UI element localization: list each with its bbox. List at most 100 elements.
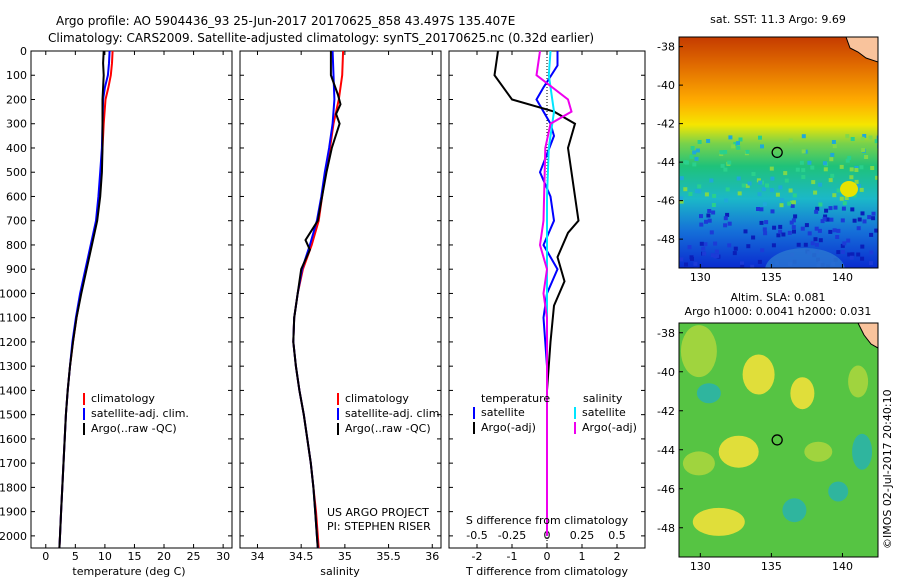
sst-pixel: [750, 264, 755, 268]
sst-pixel: [746, 244, 751, 249]
sst-pixel: [832, 193, 837, 198]
depth-tick-label: 100: [6, 69, 27, 82]
temperature-series-group: [58, 51, 114, 548]
sst-pixel: [779, 203, 784, 208]
sst-pixel: [692, 150, 697, 155]
sst-pixel: [869, 250, 874, 255]
map-lon-tick-label: 140: [832, 560, 853, 573]
sst-pixel: [815, 206, 820, 211]
sst-map-frame: [678, 36, 879, 269]
sst-pixel: [745, 183, 750, 188]
sst-pixel: [784, 178, 789, 183]
sst-pixel: [795, 167, 800, 172]
sla-map-title-2: Argo h1000: 0.0041 h2000: 0.031: [685, 305, 872, 318]
sst-pixel: [810, 165, 815, 170]
sst-pixel: [870, 166, 875, 170]
legend-label-sal-argo: Argo(-adj): [582, 421, 637, 434]
sla-blob: [804, 441, 833, 462]
map-lon-tick-label: 140: [832, 271, 853, 284]
sst-pixel: [818, 202, 823, 207]
sst-pixel: [699, 214, 703, 219]
sst-pixel: [778, 185, 783, 190]
sst-pixel: [679, 176, 684, 181]
sst-pixel: [783, 171, 788, 176]
sst-pixel: [760, 248, 765, 253]
sst-pixel: [740, 264, 745, 268]
sst-pixel: [740, 261, 744, 266]
map-lat-tick-label: -44: [657, 444, 675, 457]
sst-pixel: [736, 141, 740, 146]
sst-pixel: [747, 181, 752, 186]
sst-pixel: [874, 139, 878, 144]
sst-pixel: [839, 196, 844, 201]
sst-pixel: [679, 199, 684, 204]
difference-x-tick-label: -1: [507, 550, 518, 563]
sst-pixel: [699, 222, 704, 227]
sst-pixel: [801, 175, 806, 179]
sst-pixel: [842, 201, 847, 206]
sla-blob: [782, 498, 807, 523]
difference-top-tick-label: -0.5: [466, 529, 487, 542]
sst-pixel: [820, 219, 825, 224]
depth-tick-label: 1600: [0, 433, 27, 446]
sst-pixel: [765, 183, 769, 188]
sla-blob: [790, 377, 815, 410]
salinity-series-group: [292, 51, 345, 548]
sst-pixel: [854, 168, 859, 172]
sst-pixel: [828, 206, 833, 211]
sst-pixel: [862, 219, 867, 224]
sst-pixel: [780, 198, 785, 203]
sst-warm-eddy: [840, 181, 858, 197]
header-line-1: Argo profile: AO 5904436_93 25-Jun-2017 …: [56, 14, 515, 28]
depth-tick-label: 500: [6, 166, 27, 179]
sst-pixel: [841, 206, 846, 211]
sst-pixel: [830, 173, 835, 178]
sst-pixel: [702, 251, 707, 256]
depth-tick-label: 800: [6, 239, 27, 252]
legend-label-argo: Argo(..raw -QC): [345, 422, 431, 435]
sst-pixel: [723, 223, 728, 228]
temperature-line-argo-raw-qc-: [58, 51, 105, 548]
sst-pixel: [801, 168, 806, 173]
sst-pixel: [759, 220, 764, 225]
sst-pixel: [854, 179, 859, 184]
sst-pixel: [701, 246, 706, 251]
sla-float-marker: [771, 434, 783, 446]
sst-pixel: [822, 161, 827, 166]
depth-axis: 0 100 200 300 400 500 600 700 800 900 1000 1100 1200…: [0, 45, 645, 543]
sst-pixel: [712, 193, 717, 198]
sst-pixel: [751, 172, 756, 176]
sst-pixel: [832, 228, 837, 233]
sst-pixel: [736, 176, 741, 181]
sst-pixel: [727, 160, 732, 165]
sla-blob: [828, 481, 849, 502]
legend-label-climatology: climatology: [345, 392, 409, 405]
sst-pixel: [758, 135, 762, 140]
sla-blob: [742, 354, 775, 395]
sst-pixel: [703, 242, 708, 247]
depth-tick-label: 400: [6, 142, 27, 155]
sst-pixel: [690, 256, 694, 261]
sst-pixel: [683, 187, 688, 192]
sst-pixel: [861, 148, 866, 152]
salinity-legend: climatology satellite-adj. clim. Argo(..…: [337, 392, 443, 435]
sst-pixel: [854, 165, 859, 170]
sst-pixel: [715, 253, 720, 258]
difference-line-temperature-argo-adj-: [493, 51, 580, 536]
salinity-line-argo-raw-qc-: [292, 51, 342, 548]
sst-map-title: sat. SST: 11.3 Argo: 9.69: [710, 13, 846, 26]
map-lon-tick-label: 130: [690, 271, 711, 284]
map-lat-tick-label: -48: [657, 522, 675, 535]
sst-pixel: [724, 198, 729, 203]
depth-tick-label: 300: [6, 118, 27, 131]
depth-tick-label: 600: [6, 190, 27, 203]
legend-label-temp-argo: Argo(-adj): [481, 421, 536, 434]
sla-map-title-1: Altim. SLA: 0.081: [730, 291, 825, 304]
sst-pixel: [713, 241, 718, 246]
sst-pixel: [679, 257, 684, 262]
map-lat-tick-label: -40: [657, 366, 675, 379]
sst-land-mask: [845, 37, 878, 63]
sst-pixel: [835, 235, 840, 239]
sst-pixel: [725, 212, 730, 217]
